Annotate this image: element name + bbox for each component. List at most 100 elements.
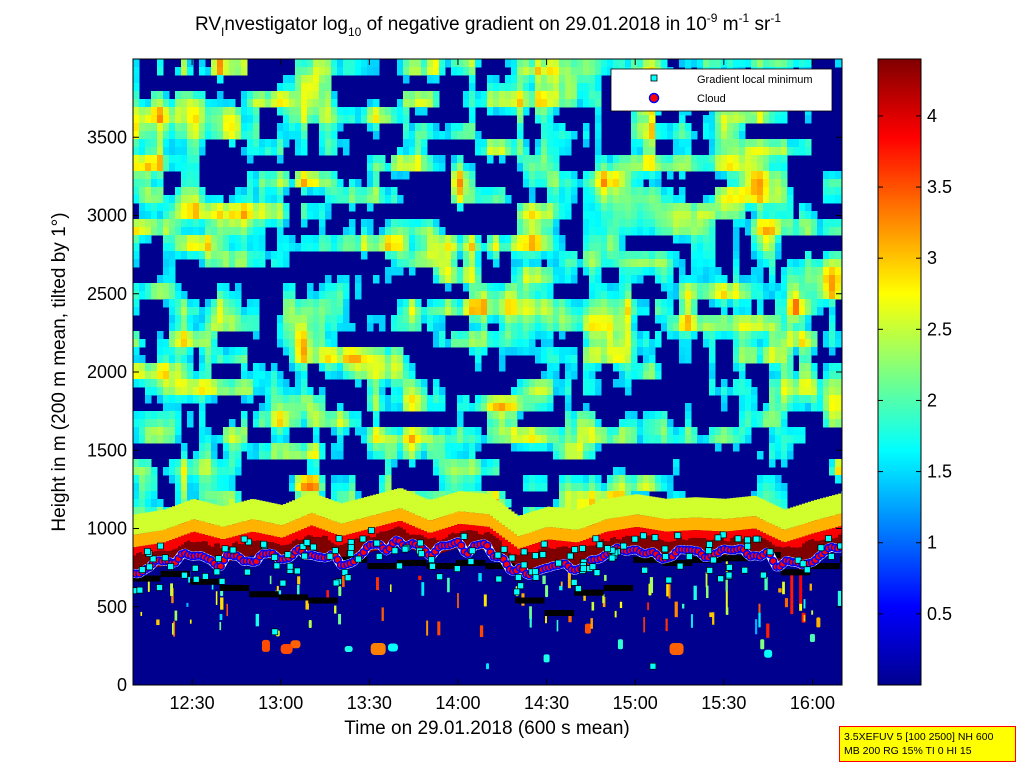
heatmap-cell [409,403,416,412]
heatmap-cell [499,323,506,332]
heatmap-cell [169,211,176,220]
band-cell [355,499,359,520]
heatmap-cell [289,235,296,244]
heatmap-cell [445,59,452,68]
heatmap-cell [169,475,176,484]
heatmap-cell [607,179,614,188]
heatmap-cell [331,107,338,116]
heatmap-cell [535,107,542,116]
heatmap-cell [583,363,590,372]
band-cell [517,515,521,537]
heatmap-cell [565,483,572,492]
heatmap-cell [829,179,836,188]
band-cell [514,534,518,547]
band-cell [286,523,290,536]
heatmap-cell [295,363,302,372]
heatmap-cell [781,203,788,212]
heatmap-cell [811,291,818,300]
heatmap-cell [709,379,716,388]
band-cell [139,552,143,570]
heatmap-cell [691,259,698,268]
heatmap-cell [373,275,380,284]
heatmap-cell [631,363,638,372]
heatmap-cell [193,379,200,388]
heatmap-cell [679,155,686,164]
heatmap-cell [367,219,374,228]
band-cell [361,530,365,539]
band-cell [247,520,251,533]
heatmap-cell [289,307,296,316]
heatmap-cell [733,435,740,444]
heatmap-cell [739,187,746,196]
heatmap-cell [469,427,476,436]
heatmap-cell [187,139,194,148]
heatmap-cell [295,91,302,100]
heatmap-cell [241,131,248,140]
heatmap-cell [679,163,686,172]
heatmap-cell [349,243,356,252]
heatmap-cell [367,243,374,252]
heatmap-cell [319,483,326,492]
heatmap-cell [553,427,560,436]
heatmap-cell [451,259,458,268]
heatmap-cell [307,67,314,76]
heatmap-cell [289,179,296,188]
band-cell [262,521,266,534]
heatmap-cell [835,179,842,188]
band-cell [301,516,305,530]
band-cell [202,521,206,535]
heatmap-cell [475,315,482,324]
heatmap-cell [751,203,758,212]
heatmap-cell [331,91,338,100]
heatmap-cell [331,419,338,428]
heatmap-cell [667,131,674,140]
heatmap-cell [697,59,704,68]
heatmap-cell [511,91,518,100]
heatmap-cell [145,163,152,172]
band-cell [541,528,545,542]
heatmap-cell [229,499,236,508]
band-cell [310,512,314,526]
heatmap-cell [145,411,152,420]
heatmap-cell [313,235,320,244]
heatmap-cell [535,323,542,332]
heatmap-cell [277,323,284,332]
heatmap-cell [547,331,554,340]
heatmap-cell [223,107,230,116]
heatmap-cell [571,275,578,284]
heatmap-cell [169,379,176,388]
heatmap-cell [343,355,350,364]
heatmap-cell [289,451,296,460]
heatmap-cell [397,363,404,372]
band-cell [628,515,632,529]
heatmap-cell [271,203,278,212]
heatmap-cell [133,283,140,292]
heatmap-cell [217,491,224,500]
heatmap-cell [139,203,146,212]
heatmap-cell [589,307,596,316]
heatmap-cell [817,283,824,292]
heatmap-cell [613,315,620,324]
heatmap-cell [163,195,170,204]
heatmap-cell [739,299,746,308]
heatmap-cell [217,379,224,388]
heatmap-cell [469,291,476,300]
band-cell [313,526,317,538]
heatmap-cell [823,187,830,196]
heatmap-cell [547,307,554,316]
band-cell [343,543,347,559]
heatmap-cell [643,355,650,364]
heatmap-cell [133,355,140,364]
heatmap-cell [661,251,668,260]
heatmap-cell [829,195,836,204]
heatmap-cell [451,467,458,476]
heatmap-cell [523,59,530,68]
heatmap-cell [541,59,548,68]
heatmap-cell [499,307,506,316]
band-cell [403,522,407,530]
heatmap-cell [607,235,614,244]
heatmap-cell [757,187,764,196]
heatmap-cell [607,227,614,236]
heatmap-cell [595,211,602,220]
band-cell [457,511,461,525]
